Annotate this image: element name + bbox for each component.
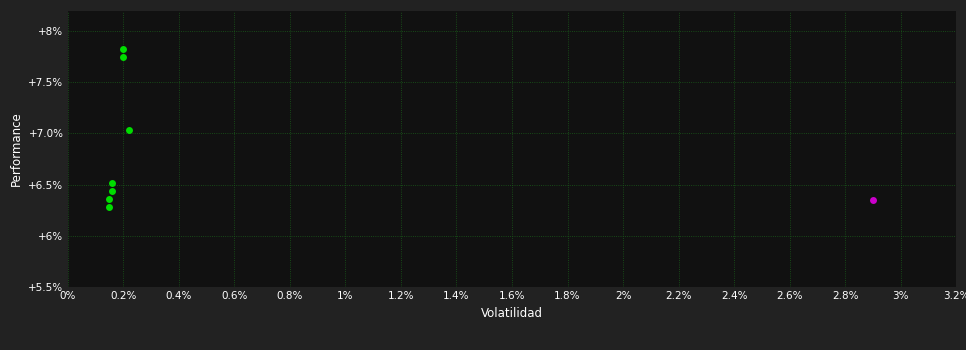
Point	[866, 197, 881, 203]
Point	[116, 54, 131, 60]
Point	[104, 188, 120, 194]
Point	[101, 196, 117, 202]
Point	[104, 180, 120, 186]
Point	[116, 47, 131, 52]
Y-axis label: Performance: Performance	[10, 111, 23, 186]
X-axis label: Volatilidad: Volatilidad	[481, 307, 543, 320]
Point	[101, 204, 117, 210]
Point	[121, 127, 136, 133]
